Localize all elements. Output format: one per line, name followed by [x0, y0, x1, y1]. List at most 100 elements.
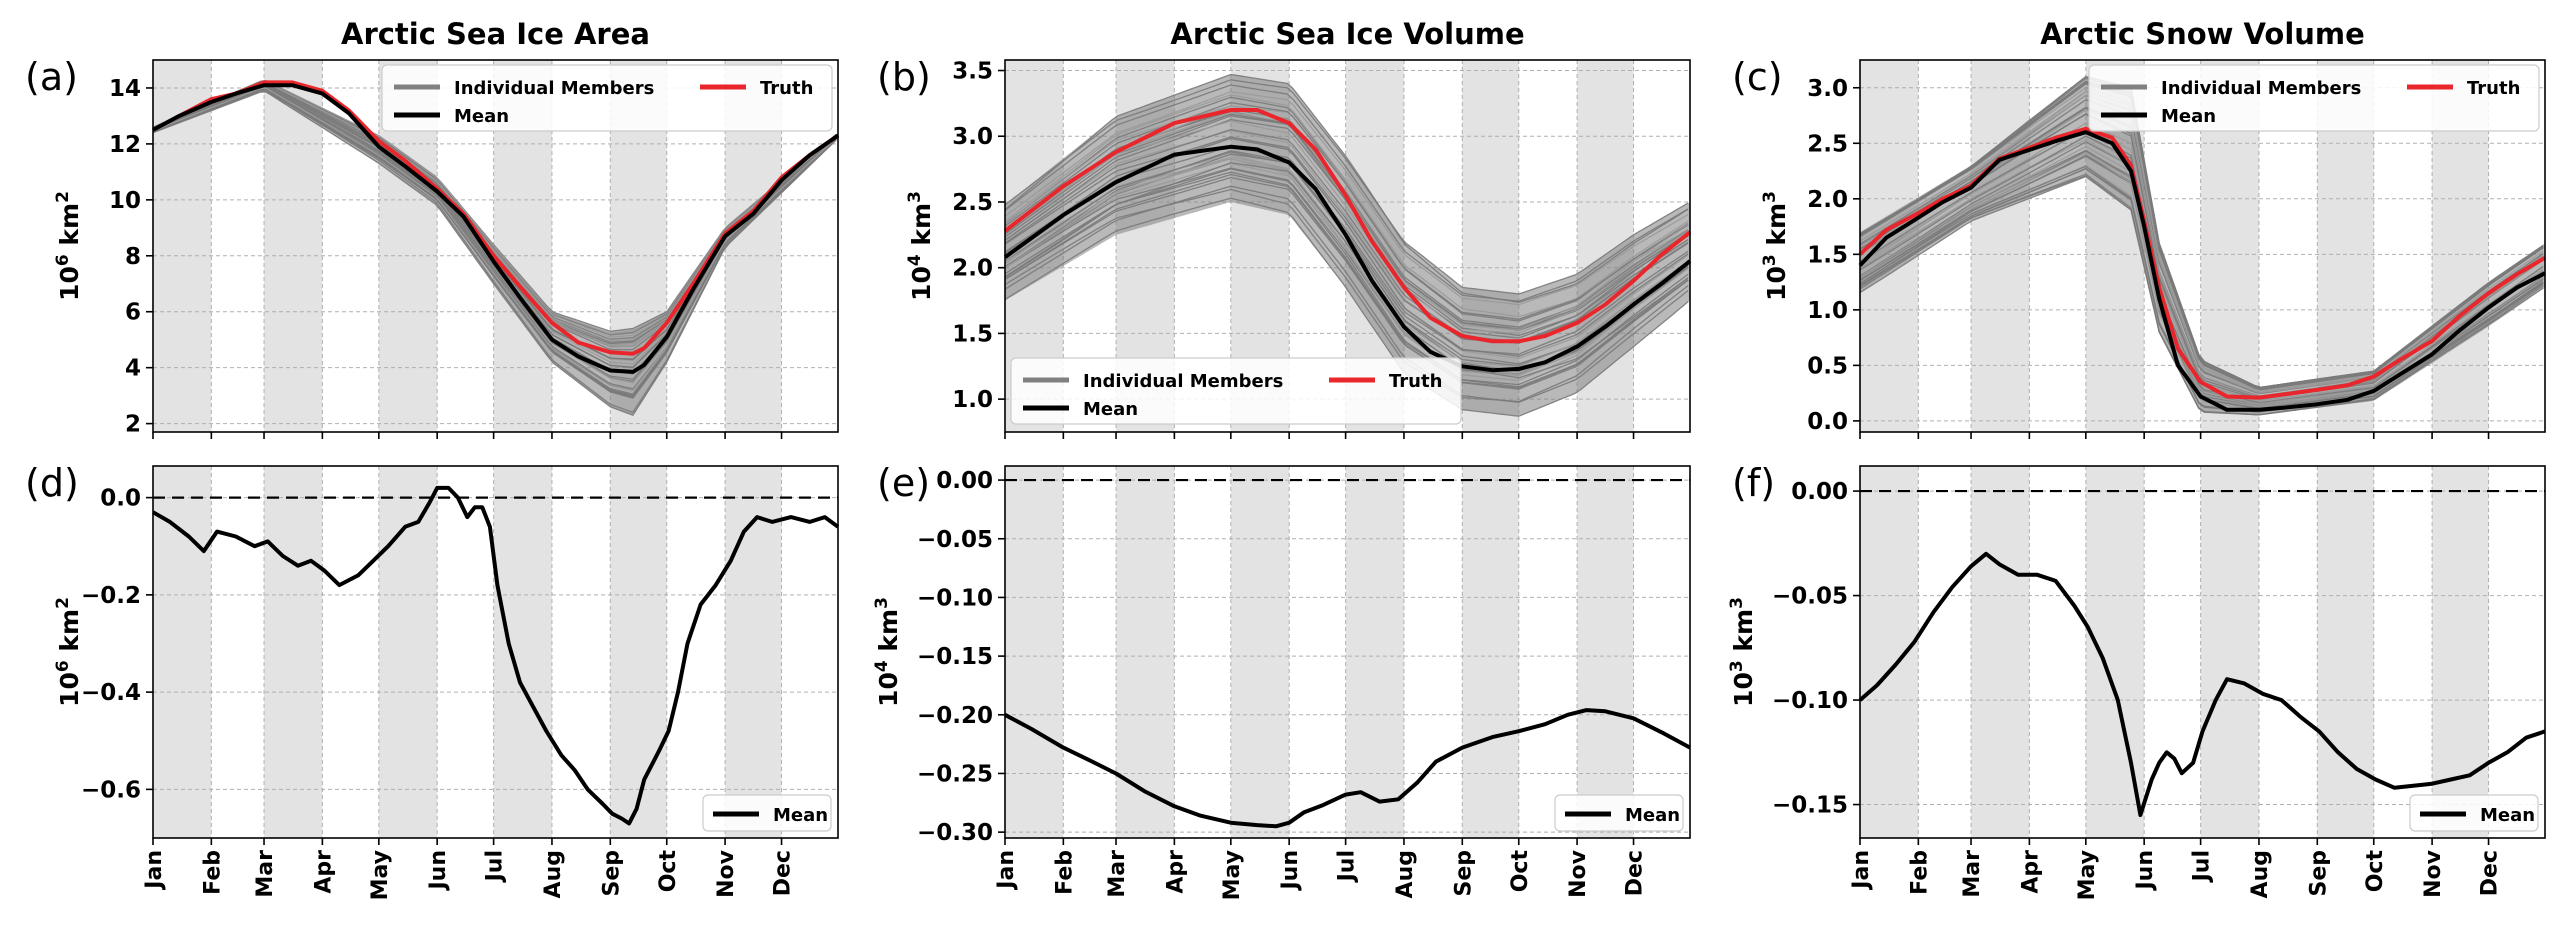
x-tick-label-jul: Jul: [483, 850, 508, 883]
legend: Individual Members Truth Mean: [381, 64, 833, 132]
y-tick-label: 12: [109, 132, 141, 158]
panel-label: (c): [1732, 55, 1783, 99]
chart-panel-f: 0.00 −0.05 −0.10 −0.15 Jan Feb Mar Apr May Jun Jul…: [1727, 461, 2546, 900]
y-tick-label: 2.0: [1807, 187, 1848, 213]
month-band-mar: [1971, 60, 2030, 432]
y-tick-label: 3.0: [1807, 76, 1848, 102]
month-band-mar: [1116, 466, 1175, 838]
month-band-may: [378, 466, 438, 838]
y-axis-label-exponent: 3: [1760, 254, 1780, 266]
y-axis-label-exponent: 4: [905, 254, 925, 266]
ensemble-member-line: [1004, 136, 1689, 344]
y-tick-label: 14: [109, 76, 141, 102]
x-tick-label-apr: Apr: [1163, 850, 1188, 894]
y-axis-label: 106 km2: [53, 191, 84, 301]
x-tick-label-mar: Mar: [1105, 850, 1130, 898]
x-tick-label-nov: Nov: [2421, 849, 2446, 898]
legend-label-truth: Truth: [760, 78, 813, 99]
y-axis-label-unit-exponent: 3: [1727, 597, 1747, 609]
y-axis-label-exponent: 6: [53, 660, 73, 672]
legend-label-mean: Mean: [773, 805, 828, 826]
x-tick-label-feb: Feb: [1907, 850, 1932, 895]
y-axis-label: 103 km3: [1760, 191, 1791, 301]
x-tick-label-aug: Aug: [1393, 850, 1418, 898]
legend-box: [702, 794, 832, 832]
ensemble-member-line: [1859, 83, 2544, 391]
x-tick-label-jun: Jun: [2133, 850, 2158, 892]
y-axis-label-exponent: 3: [1727, 660, 1747, 672]
legend-label-mean: Mean: [454, 106, 509, 127]
ensemble-member-line: [1859, 138, 2544, 407]
y-tick-label: −0.10: [917, 585, 993, 611]
legend: Mean: [2409, 794, 2539, 832]
y-axis-label-unit-exponent: 3: [1760, 191, 1780, 203]
x-tick-label-jul: Jul: [2190, 850, 2215, 883]
y-tick-label: 1.0: [1807, 298, 1848, 324]
ensemble-member-line: [1004, 84, 1689, 302]
y-axis-label-unit: km: [874, 609, 903, 652]
y-axis-label-space: [55, 652, 84, 661]
ensemble-member-line: [1004, 154, 1689, 381]
y-tick-label: 2: [125, 412, 141, 438]
y-tick-label: 8: [125, 244, 141, 270]
x-tick-label-dec: Dec: [2478, 850, 2503, 896]
ensemble-member-line: [1004, 129, 1689, 344]
month-band-sep: [1462, 466, 1519, 838]
x-tick-label-nov: Nov: [714, 849, 739, 898]
y-axis-label-base: 10: [874, 672, 903, 707]
x-tick-label-sep: Sep: [599, 850, 624, 897]
panel-label: (b): [877, 55, 931, 99]
y-axis-label-exponent: 4: [872, 660, 892, 672]
ensemble-member-line: [1004, 176, 1689, 389]
y-axis-label-base: 10: [907, 266, 936, 301]
series-line-mean: [1003, 144, 1692, 373]
y-tick-label: 0.00: [936, 468, 993, 494]
panel-label: (e): [877, 461, 930, 505]
ensemble-member-line: [1859, 75, 2544, 388]
legend-box: [2409, 794, 2539, 832]
y-tick-label: −0.15: [1772, 793, 1848, 819]
y-tick-label: 3.0: [952, 124, 993, 150]
plot-frame: [1859, 59, 2546, 433]
chart-title: Arctic Snow Volume: [2040, 17, 2365, 51]
x-tick-label-jan: Jan: [142, 850, 167, 891]
y-tick-label: −0.05: [917, 527, 993, 553]
x-tick-label-aug: Aug: [541, 850, 566, 898]
legend: Mean: [1554, 794, 1684, 832]
series-line-mean: [1858, 551, 2546, 817]
legend-label-members: Individual Members: [2161, 78, 2361, 99]
x-tick-label-apr: Apr: [2018, 850, 2043, 894]
y-axis-label: 103 km3: [1727, 597, 1758, 707]
series-line-truth: [1003, 108, 1692, 344]
ensemble-member-line: [1004, 197, 1689, 417]
month-band-jul: [1345, 466, 1404, 838]
x-tick-label-feb: Feb: [1052, 850, 1077, 895]
legend: Individual Members Truth Mean: [2088, 64, 2540, 132]
y-tick-label: −0.30: [917, 820, 993, 846]
x-tick-label-may: May: [368, 850, 393, 900]
legend-label-mean: Mean: [2480, 805, 2535, 826]
y-tick-label: −0.05: [1772, 584, 1848, 610]
legend: Mean: [702, 794, 832, 832]
y-tick-label: 0.5: [1807, 353, 1848, 379]
x-tick-label-oct: Oct: [1508, 850, 1533, 893]
y-tick-label: 2.0: [952, 256, 993, 282]
y-axis-label-base: 10: [1762, 266, 1791, 301]
ensemble-member-line: [1859, 94, 2544, 394]
y-axis-label-exponent: 6: [53, 254, 73, 266]
plot-frame: [1004, 465, 1691, 839]
chart-title: Arctic Sea Ice Area: [341, 17, 650, 51]
x-tick-label-jun: Jun: [1278, 850, 1303, 892]
y-axis-label-space: [907, 246, 936, 255]
ensemble-member-line: [1859, 135, 2544, 404]
plot-frame: [1004, 59, 1691, 433]
ensemble-member-line: [1004, 120, 1689, 334]
x-tick-label-jan: Jan: [1849, 850, 1874, 891]
y-axis-label-unit: km: [1729, 609, 1758, 652]
legend-box: [1554, 794, 1684, 832]
y-tick-label: 1.0: [952, 387, 993, 413]
y-tick-label: −0.10: [1772, 688, 1848, 714]
y-tick-label: 4: [125, 356, 141, 382]
legend-label-members: Individual Members: [454, 78, 654, 99]
